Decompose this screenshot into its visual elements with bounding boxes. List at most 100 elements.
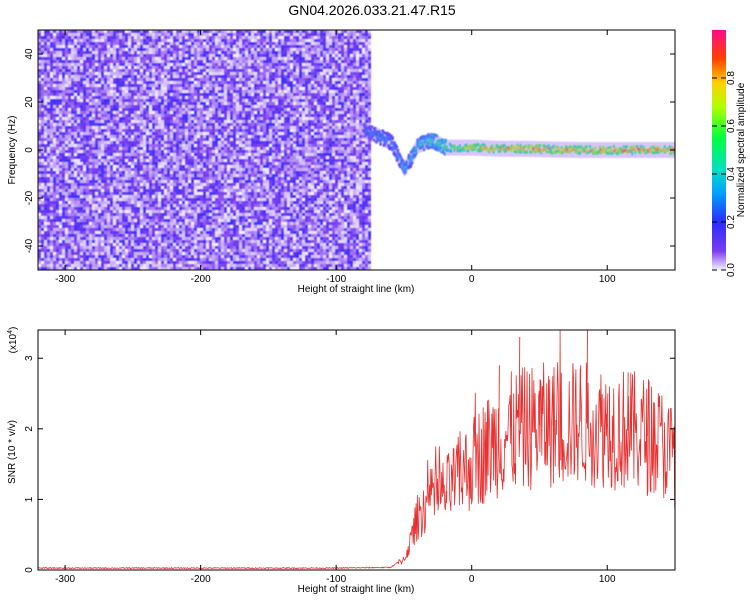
heatmap-cell: [83, 246, 86, 249]
heatmap-cell: [209, 51, 212, 54]
heatmap-cell: [95, 108, 98, 111]
heatmap-cell: [77, 240, 80, 243]
heatmap-cell: [92, 219, 95, 222]
heatmap-cell: [89, 207, 92, 210]
heatmap-cell: [71, 63, 74, 66]
heatmap-cell: [89, 108, 92, 111]
heatmap-cell: [173, 252, 176, 255]
heatmap-cell: [56, 252, 59, 255]
heatmap-cell: [161, 174, 164, 177]
heatmap-cell: [149, 72, 152, 75]
heatmap-cell: [80, 144, 83, 147]
heatmap-cell: [167, 156, 170, 159]
heatmap-cell: [167, 186, 170, 189]
heatmap-cell: [98, 72, 101, 75]
heatmap-cell: [194, 267, 197, 270]
heatmap-cell: [173, 129, 176, 132]
heatmap-cell: [173, 267, 176, 270]
heatmap-cell: [110, 75, 113, 78]
heatmap-cell: [155, 105, 158, 108]
heatmap-cell: [74, 54, 77, 57]
heatmap-cell: [149, 237, 152, 240]
heatmap-cell: [125, 60, 128, 63]
heatmap-cell: [194, 114, 197, 117]
heatmap-cell: [167, 150, 170, 153]
heatmap-cell: [143, 120, 146, 123]
heatmap-cell: [158, 174, 161, 177]
heatmap-cell: [68, 48, 71, 51]
heatmap-cell: [41, 132, 44, 135]
heatmap-cell: [146, 33, 149, 36]
heatmap-cell: [80, 105, 83, 108]
heatmap-cell: [167, 177, 170, 180]
heatmap-cell: [62, 234, 65, 237]
heatmap-cell: [137, 42, 140, 45]
heatmap-cell: [53, 174, 56, 177]
heatmap-cell: [218, 267, 221, 270]
heatmap-cell: [170, 150, 173, 153]
heatmap-cell: [170, 255, 173, 258]
heatmap-cell: [104, 126, 107, 129]
heatmap-cell: [152, 78, 155, 81]
heatmap-cell: [44, 102, 47, 105]
heatmap-cell: [194, 198, 197, 201]
heatmap-cell: [122, 156, 125, 159]
heatmap-cell: [50, 153, 53, 156]
heatmap-cell: [158, 81, 161, 84]
heatmap-cell: [113, 144, 116, 147]
heatmap-cell: [146, 132, 149, 135]
heatmap-cell: [53, 207, 56, 210]
heatmap-cell: [176, 69, 179, 72]
heatmap-cell: [56, 162, 59, 165]
heatmap-cell: [188, 213, 191, 216]
heatmap-cell: [179, 87, 182, 90]
heatmap-cell: [56, 177, 59, 180]
heatmap-cell: [128, 126, 131, 129]
heatmap-cell: [143, 114, 146, 117]
heatmap-cell: [149, 42, 152, 45]
heatmap-cell: [206, 195, 209, 198]
heatmap-cell: [209, 60, 212, 63]
heatmap-cell: [59, 75, 62, 78]
heatmap-cell: [110, 93, 113, 96]
heatmap-cell: [65, 123, 68, 126]
heatmap-cell: [95, 186, 98, 189]
heatmap-cell: [173, 237, 176, 240]
heatmap-cell: [158, 48, 161, 51]
heatmap-cell: [206, 105, 209, 108]
heatmap-cell: [185, 123, 188, 126]
heatmap-cell: [104, 201, 107, 204]
heatmap-cell: [50, 147, 53, 150]
heatmap-cell: [167, 246, 170, 249]
heatmap-cell: [194, 159, 197, 162]
heatmap-cell: [176, 141, 179, 144]
heatmap-cell: [134, 255, 137, 258]
heatmap-cell: [125, 150, 128, 153]
heatmap-cell: [161, 42, 164, 45]
heatmap-cell: [77, 183, 80, 186]
heatmap-cell: [185, 93, 188, 96]
heatmap-cell: [116, 102, 119, 105]
heatmap-cell: [68, 261, 71, 264]
heatmap-cell: [95, 225, 98, 228]
heatmap-cell: [158, 57, 161, 60]
heatmap-cell: [194, 264, 197, 267]
heatmap-cell: [86, 234, 89, 237]
heatmap-cell: [173, 123, 176, 126]
heatmap-cell: [221, 99, 224, 102]
heatmap-cell: [98, 153, 101, 156]
heatmap-cell: [128, 60, 131, 63]
heatmap-cell: [221, 255, 224, 258]
heatmap-cell: [152, 54, 155, 57]
heatmap-cell: [155, 60, 158, 63]
heatmap-cell: [80, 99, 83, 102]
heatmap-cell: [80, 102, 83, 105]
heatmap-cell: [65, 216, 68, 219]
heatmap-cell: [218, 171, 221, 174]
heatmap-cell: [80, 237, 83, 240]
heatmap-cell: [44, 264, 47, 267]
heatmap-cell: [116, 255, 119, 258]
heatmap-cell: [182, 258, 185, 261]
heatmap-cell: [74, 45, 77, 48]
heatmap-cell: [38, 168, 41, 171]
